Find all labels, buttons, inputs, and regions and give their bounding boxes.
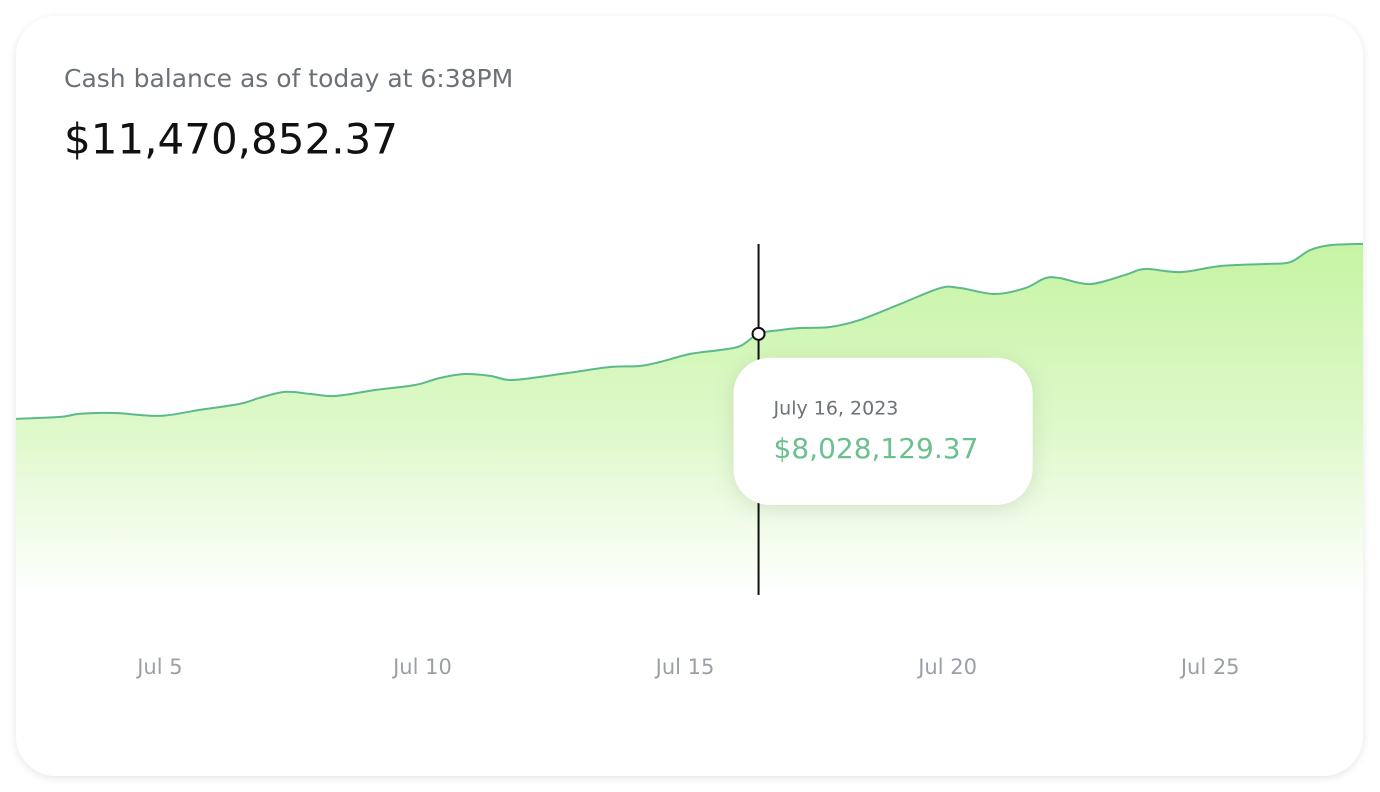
x-tick-label: Jul 15 [654, 655, 715, 679]
area-fill [16, 243, 1363, 596]
x-tick-label: Jul 10 [391, 655, 452, 679]
hover-point [751, 326, 766, 341]
subtitle: Cash balance as of today at 6:38PM [64, 64, 513, 93]
balance: $11,470,852.37 [64, 115, 398, 164]
plot [16, 242, 1363, 596]
area-line [16, 242, 1363, 420]
x-tick-label: Jul 5 [135, 655, 182, 679]
tooltip [733, 357, 1033, 505]
tooltip-date: July 16, 2023 [773, 397, 899, 419]
tooltip-value: $8,028,129.37 [774, 432, 979, 465]
x-tick-label: Jul 25 [1179, 655, 1240, 679]
x-tick-label: Jul 20 [916, 655, 977, 679]
